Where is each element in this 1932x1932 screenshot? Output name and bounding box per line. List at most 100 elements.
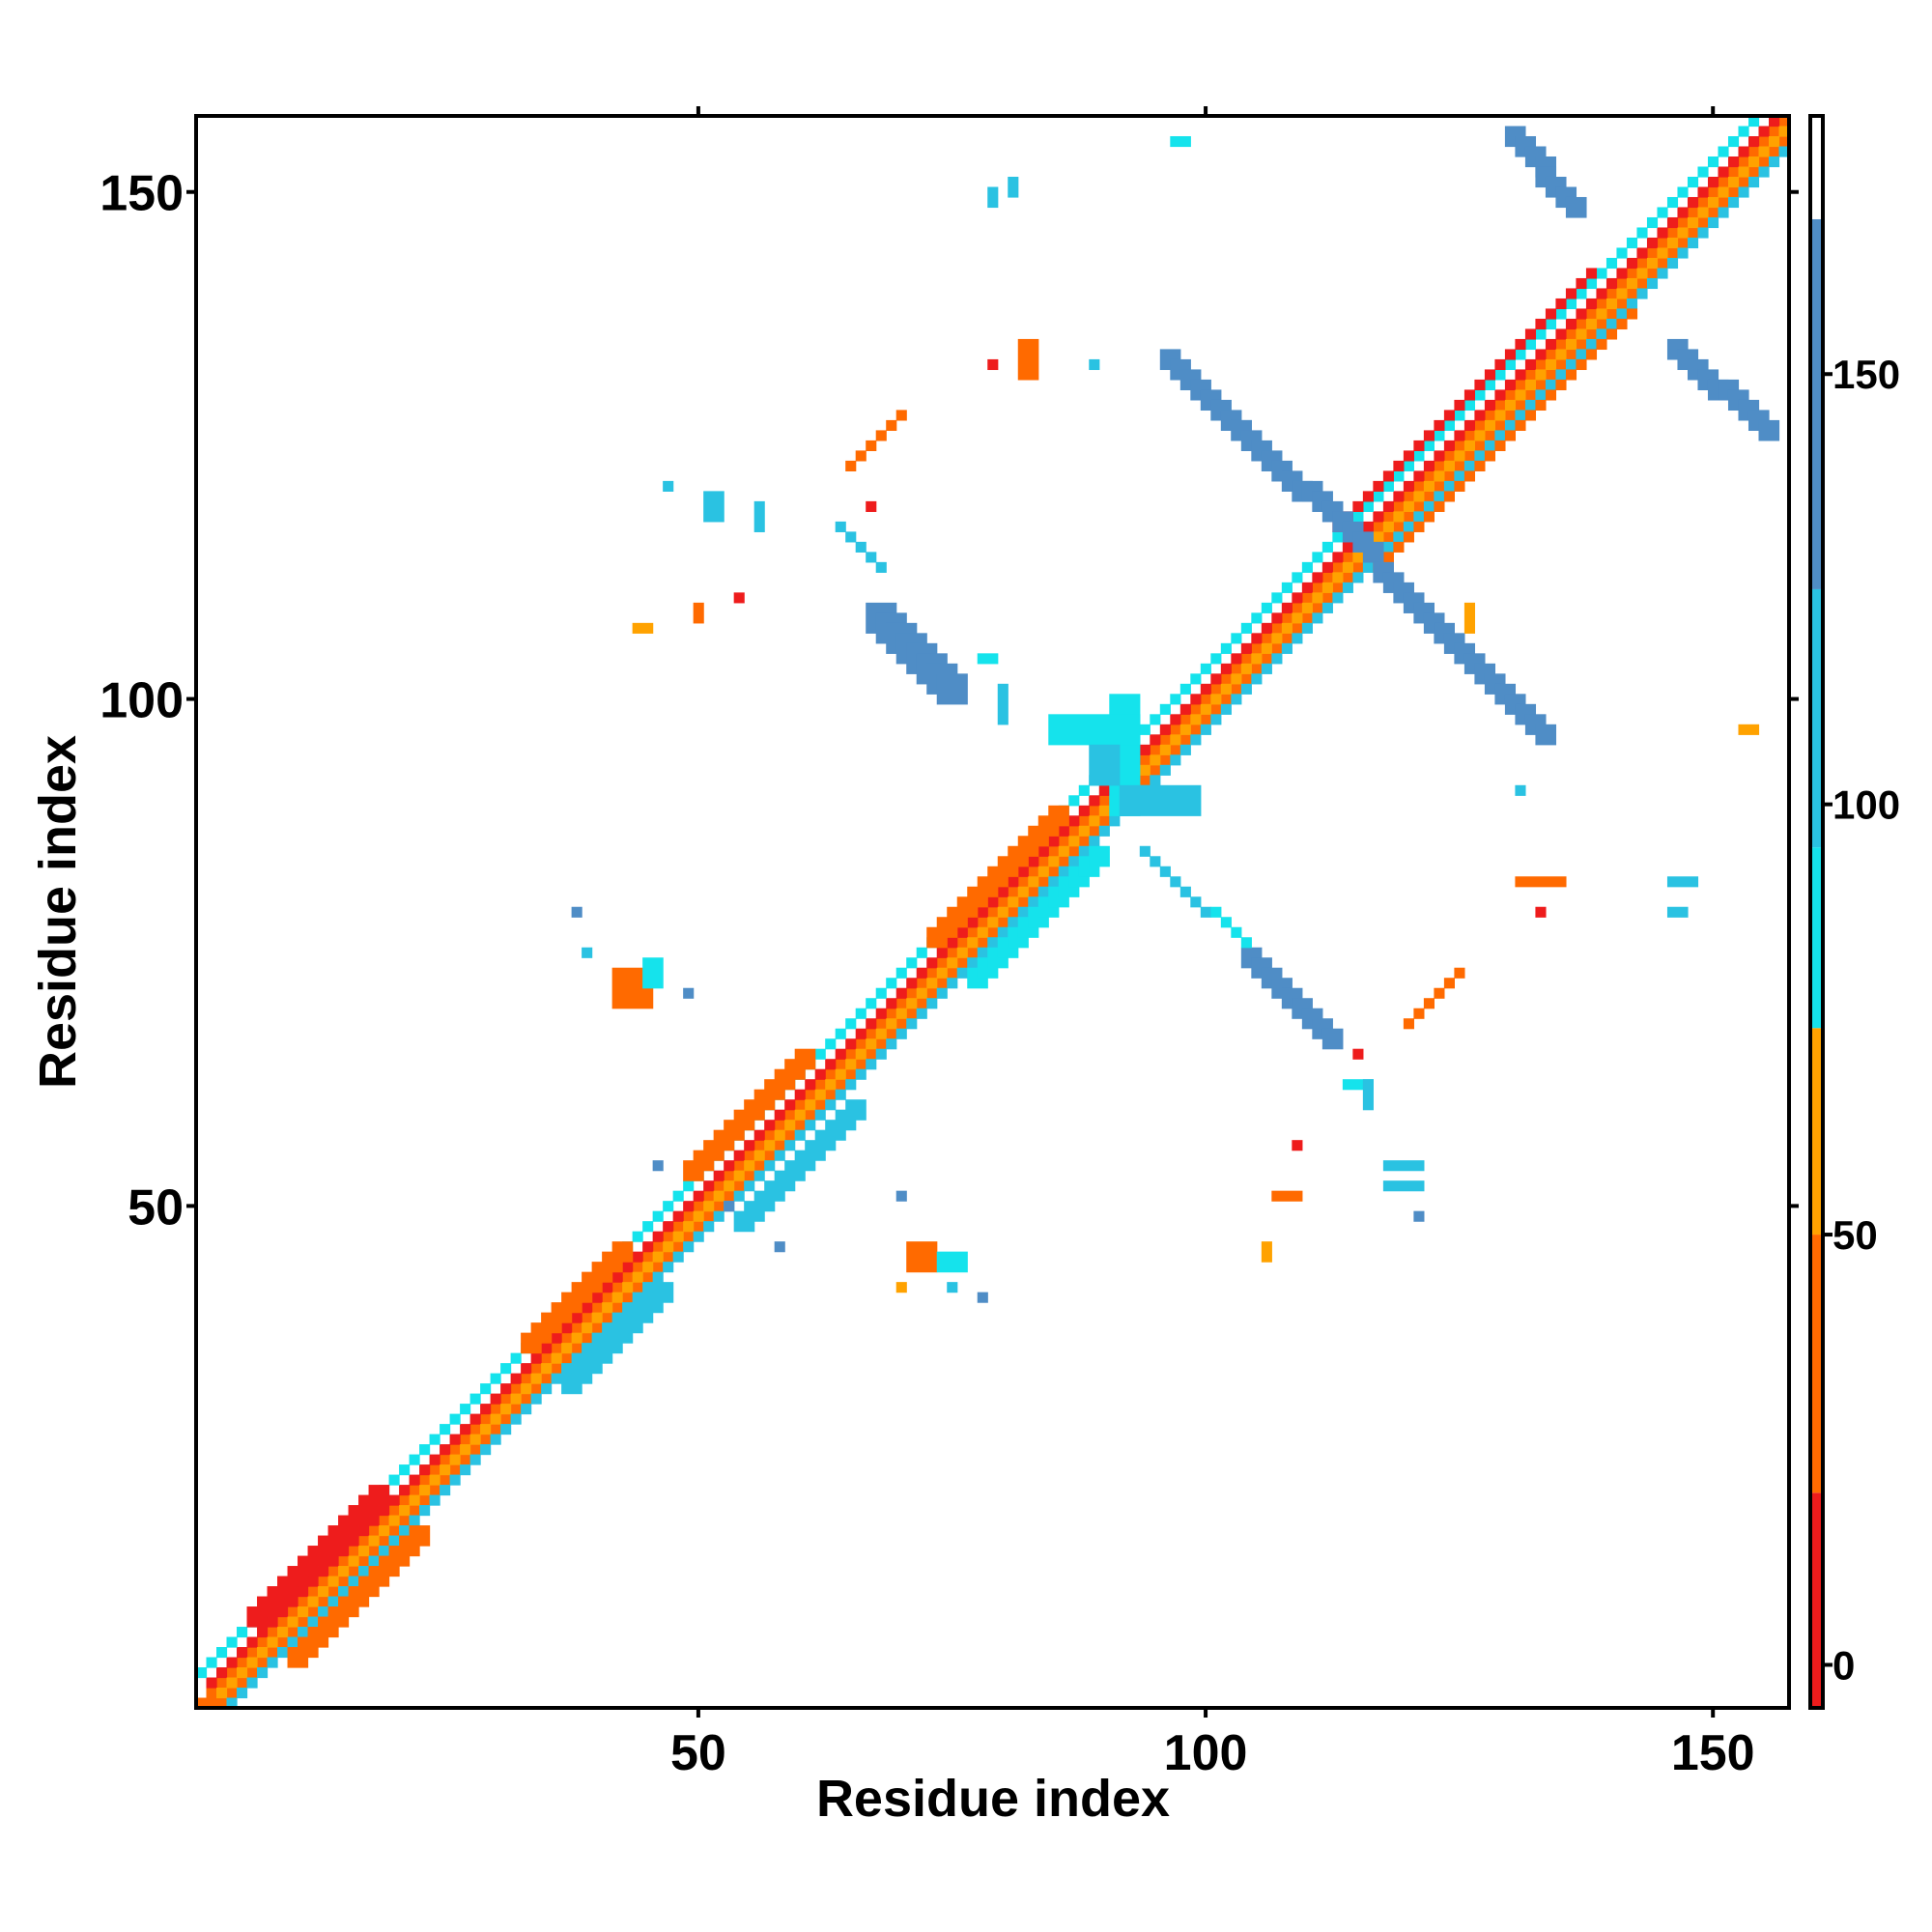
heatmap-cell bbox=[1373, 531, 1384, 543]
heatmap-cell bbox=[1494, 440, 1506, 451]
heatmap-cell bbox=[1758, 419, 1780, 441]
heatmap-cell bbox=[987, 917, 999, 928]
heatmap-cell bbox=[693, 1231, 704, 1242]
heatmap-cell bbox=[1443, 978, 1455, 989]
heatmap-cell bbox=[1524, 399, 1537, 412]
heatmap-cell bbox=[267, 1657, 278, 1668]
heatmap-cell bbox=[672, 1251, 684, 1263]
heatmap-cell bbox=[916, 947, 927, 958]
heatmap-cell bbox=[1463, 419, 1476, 432]
heatmap-cell bbox=[1342, 1079, 1374, 1091]
heatmap-cell bbox=[1159, 866, 1171, 877]
heatmap-cell bbox=[1463, 399, 1476, 412]
heatmap-cell bbox=[642, 1241, 654, 1253]
heatmap-cell bbox=[967, 937, 979, 949]
heatmap-cell bbox=[703, 1221, 715, 1233]
heatmap-cell bbox=[886, 978, 897, 989]
heatmap-cell bbox=[1555, 349, 1567, 360]
heatmap-cell bbox=[460, 1464, 471, 1476]
heatmap-cell bbox=[1393, 470, 1405, 482]
heatmap-cell bbox=[1697, 166, 1709, 178]
heatmap-cell bbox=[1301, 561, 1313, 573]
heatmap-cell bbox=[794, 1129, 806, 1141]
heatmap-cell bbox=[1261, 622, 1272, 634]
heatmap-cell bbox=[1240, 937, 1252, 949]
heatmap-cell bbox=[1292, 633, 1303, 644]
heatmap-cell bbox=[1271, 653, 1283, 665]
heatmap-cell bbox=[1596, 328, 1607, 340]
heatmap-cell bbox=[1089, 744, 1121, 786]
heatmap-cell bbox=[1240, 642, 1252, 654]
heatmap-cell bbox=[1727, 156, 1740, 168]
heatmap-cell bbox=[1626, 257, 1638, 270]
heatmap-cell bbox=[1727, 196, 1740, 209]
heatmap-cell bbox=[358, 1566, 370, 1577]
heatmap-cell bbox=[1443, 460, 1455, 471]
heatmap-cell bbox=[1150, 775, 1161, 786]
heatmap-cell bbox=[469, 1434, 481, 1445]
heatmap-cell bbox=[1220, 683, 1232, 695]
heatmap-cell bbox=[1332, 552, 1344, 563]
heatmap-cell bbox=[956, 967, 968, 979]
heatmap-cell bbox=[632, 1271, 643, 1283]
heatmap-cell bbox=[1423, 440, 1435, 451]
heatmap-cell bbox=[1434, 987, 1445, 999]
heatmap-cell bbox=[1231, 673, 1242, 685]
heatmap-cell bbox=[1524, 338, 1537, 351]
heatmap-cell bbox=[855, 1028, 867, 1039]
heatmap-cell bbox=[987, 937, 999, 949]
heatmap-cell bbox=[419, 1505, 431, 1517]
heatmap-cell bbox=[510, 1413, 522, 1425]
heatmap-cell bbox=[825, 1059, 837, 1070]
heatmap-cell bbox=[1687, 237, 1699, 249]
heatmap-cell bbox=[1200, 906, 1211, 918]
heatmap-cell bbox=[399, 1485, 411, 1496]
heatmap-cell bbox=[1515, 784, 1526, 796]
heatmap-cell bbox=[1382, 541, 1394, 553]
heatmap-cell bbox=[379, 1525, 390, 1537]
heatmap-cell bbox=[1362, 521, 1374, 532]
heatmap-cell bbox=[449, 1434, 461, 1445]
heatmap-cell bbox=[683, 1221, 695, 1233]
heatmap-cell bbox=[1150, 754, 1161, 766]
heatmap-cell bbox=[1576, 277, 1587, 290]
heatmap-cell bbox=[1403, 500, 1414, 512]
heatmap-cell bbox=[1423, 998, 1435, 1009]
heatmap-cell bbox=[1666, 257, 1679, 270]
heatmap-cell bbox=[1423, 480, 1435, 492]
heatmap-cell bbox=[1403, 521, 1414, 532]
heatmap-cell bbox=[774, 1109, 785, 1121]
heatmap-cell bbox=[997, 926, 1009, 938]
heatmap-cell bbox=[510, 1393, 522, 1405]
heatmap-cell bbox=[1170, 754, 1181, 766]
heatmap-cell bbox=[866, 500, 877, 512]
heatmap-cell bbox=[440, 1424, 451, 1435]
heatmap-cell bbox=[642, 957, 664, 989]
heatmap-cell bbox=[683, 987, 695, 999]
heatmap-cell bbox=[1646, 216, 1659, 229]
heatmap-cell bbox=[855, 1008, 867, 1019]
heatmap-cell bbox=[1321, 1028, 1344, 1050]
heatmap-cell bbox=[1657, 207, 1668, 218]
heatmap-cell bbox=[1585, 338, 1598, 351]
heatmap-cell bbox=[1778, 146, 1789, 157]
heatmap-cell bbox=[1738, 186, 1749, 198]
heatmap-cell bbox=[733, 1190, 745, 1202]
heatmap-cell bbox=[1646, 277, 1659, 290]
heatmap-cell bbox=[814, 1068, 826, 1080]
heatmap-cell bbox=[368, 1515, 380, 1526]
heatmap-cell bbox=[1738, 146, 1749, 157]
heatmap-cell bbox=[672, 1210, 684, 1222]
heatmap-cell bbox=[895, 410, 907, 421]
heatmap-cell bbox=[1636, 288, 1648, 299]
heatmap-cell bbox=[298, 1606, 309, 1618]
heatmap-cell bbox=[1434, 491, 1445, 502]
heatmap-cell bbox=[298, 1627, 309, 1638]
heatmap-cell bbox=[1565, 318, 1577, 330]
heatmap-cell bbox=[1119, 784, 1202, 816]
heatmap-cell bbox=[936, 1251, 968, 1273]
heatmap-cell bbox=[216, 1688, 228, 1699]
heatmap-cell bbox=[1200, 703, 1211, 715]
heatmap-cell bbox=[855, 1048, 867, 1060]
heatmap-cell bbox=[814, 1109, 826, 1121]
